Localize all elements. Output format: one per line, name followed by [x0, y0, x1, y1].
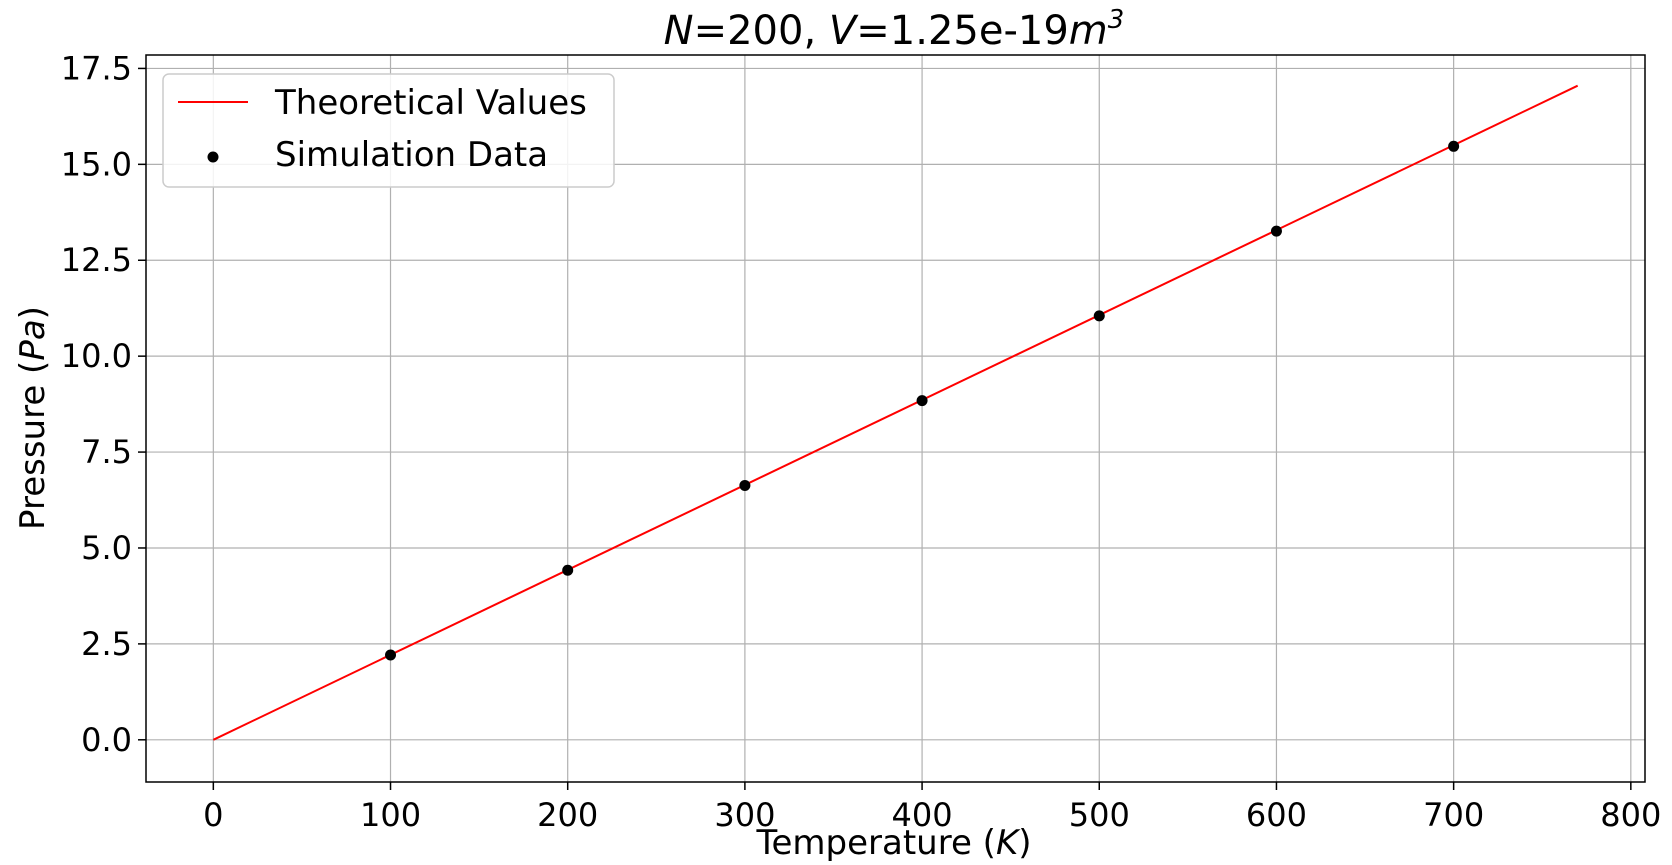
simulation-data-point	[1448, 140, 1460, 152]
legend-marker-swatch	[207, 151, 219, 163]
y-axis-label-text: Pressure (	[13, 361, 53, 530]
simulation-data-point	[739, 479, 751, 491]
simulation-data-point	[562, 564, 574, 576]
x-tick-label: 700	[1423, 796, 1484, 834]
x-tick-label: 300	[714, 796, 775, 834]
y-tick-label: 10.0	[61, 337, 132, 375]
x-axis-label-text: Temperature (	[755, 823, 995, 863]
y-tick-label: 7.5	[81, 433, 132, 471]
x-tick-label: 100	[360, 796, 421, 834]
simulation-data-point	[916, 395, 928, 407]
title-unit: m	[1069, 8, 1108, 54]
x-tick-label: 600	[1246, 796, 1307, 834]
theoretical-values-line	[212, 84, 1579, 741]
title-v-symbol: V	[829, 8, 859, 54]
series-layer	[212, 84, 1579, 741]
grid-lines	[146, 55, 1645, 782]
title-v-value: =1.25e-19	[856, 8, 1069, 54]
chart-title: N=200, V=1.25e-19m3	[664, 5, 1125, 54]
x-tick-label: 500	[1069, 796, 1130, 834]
x-tick-label: 800	[1600, 796, 1661, 834]
y-axis-label-close: )	[13, 306, 53, 319]
y-axis-label: Pressure (Pa)	[13, 306, 53, 530]
simulation-data-point	[385, 649, 397, 661]
y-tick-label: 5.0	[81, 529, 132, 567]
legend-label-simulation: Simulation Data	[275, 135, 548, 175]
simulation-data-point	[1270, 225, 1282, 237]
legend: Theoretical Values Simulation Data	[162, 73, 615, 188]
x-tick-label: 200	[537, 796, 598, 834]
axis-ticks: 0 100 200 300 400 500 600 700 800 0.0 2.5 5.0 7.5 10.…	[61, 49, 1662, 834]
title-n-symbol: N	[664, 8, 694, 54]
y-tick-label: 17.5	[61, 49, 132, 87]
y-tick-label: 2.5	[81, 625, 132, 663]
x-axis-label: Temperature (K)	[755, 823, 1031, 863]
title-n-value: =200,	[694, 8, 829, 54]
simulation-data-point	[1093, 310, 1105, 322]
y-axis-label-symbol: Pa	[13, 319, 53, 360]
x-axis-label-symbol: K	[996, 823, 1021, 863]
legend-box	[162, 73, 615, 188]
y-tick-label: 0.0	[81, 721, 132, 759]
title-exponent: 3	[1108, 5, 1125, 35]
y-tick-label: 15.0	[61, 145, 132, 183]
plot-frame	[145, 54, 1646, 783]
legend-label-theoretical: Theoretical Values	[274, 83, 587, 123]
x-tick-label: 0	[203, 796, 223, 834]
y-tick-label: 12.5	[61, 241, 132, 279]
x-axis-label-close: )	[1018, 823, 1031, 863]
x-tick-label: 400	[892, 796, 953, 834]
